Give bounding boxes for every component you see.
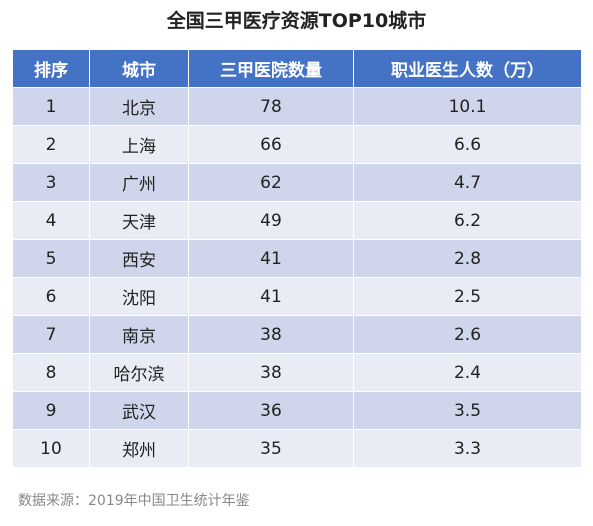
cell-hospital-count: 36 — [188, 391, 354, 430]
cell-rank: 10 — [12, 429, 90, 468]
cell-rank: 1 — [12, 87, 90, 126]
cell-doctor-count: 6.6 — [353, 125, 582, 164]
table-row: 10 郑州 35 3.3 — [12, 429, 582, 468]
cell-hospital-count: 41 — [188, 239, 354, 278]
header-rank: 排序 — [12, 49, 90, 88]
cell-city: 南京 — [89, 315, 189, 354]
cell-doctor-count: 2.4 — [353, 353, 582, 392]
cell-city: 北京 — [89, 87, 189, 126]
table-row: 1 北京 78 10.1 — [12, 87, 582, 126]
cell-rank: 8 — [12, 353, 90, 392]
cell-city: 西安 — [89, 239, 189, 278]
cell-rank: 9 — [12, 391, 90, 430]
cell-rank: 2 — [12, 125, 90, 164]
header-city: 城市 — [89, 49, 189, 88]
table-row: 7 南京 38 2.6 — [12, 315, 582, 354]
cell-rank: 4 — [12, 201, 90, 240]
cell-hospital-count: 66 — [188, 125, 354, 164]
cell-rank: 5 — [12, 239, 90, 278]
cell-doctor-count: 10.1 — [353, 87, 582, 126]
header-doctor-count: 职业医生人数（万） — [353, 49, 582, 88]
table-row: 4 天津 49 6.2 — [12, 201, 582, 240]
cell-rank: 7 — [12, 315, 90, 354]
cell-hospital-count: 62 — [188, 163, 354, 202]
cell-hospital-count: 38 — [188, 315, 354, 354]
table-row: 8 哈尔滨 38 2.4 — [12, 353, 582, 392]
cell-doctor-count: 3.3 — [353, 429, 582, 468]
cell-hospital-count: 38 — [188, 353, 354, 392]
cell-hospital-count: 49 — [188, 201, 354, 240]
table-header-row: 排序 城市 三甲医院数量 职业医生人数（万） — [12, 49, 582, 88]
table-row: 9 武汉 36 3.5 — [12, 391, 582, 430]
hospital-ranking-table: 排序 城市 三甲医院数量 职业医生人数（万） 1 北京 78 10.1 2 上海 66 6.6… — [12, 49, 582, 468]
cell-city: 郑州 — [89, 429, 189, 468]
table-row: 2 上海 66 6.6 — [12, 125, 582, 164]
cell-city: 沈阳 — [89, 277, 189, 316]
cell-city: 天津 — [89, 201, 189, 240]
cell-city: 武汉 — [89, 391, 189, 430]
table-row: 5 西安 41 2.8 — [12, 239, 582, 278]
cell-doctor-count: 6.2 — [353, 201, 582, 240]
cell-rank: 6 — [12, 277, 90, 316]
cell-doctor-count: 2.5 — [353, 277, 582, 316]
table-row: 3 广州 62 4.7 — [12, 163, 582, 202]
cell-doctor-count: 2.6 — [353, 315, 582, 354]
cell-city: 哈尔滨 — [89, 353, 189, 392]
cell-doctor-count: 4.7 — [353, 163, 582, 202]
data-source-note: 数据来源：2019年中国卫生统计年鉴 — [18, 493, 250, 509]
table-title: 全国三甲医疗资源TOP10城市 — [166, 10, 427, 32]
cell-hospital-count: 41 — [188, 277, 354, 316]
header-hospital-count: 三甲医院数量 — [188, 49, 354, 88]
cell-hospital-count: 78 — [188, 87, 354, 126]
table-body: 1 北京 78 10.1 2 上海 66 6.6 3 广州 62 4.7 4 天津 49 6.2 5 西安 41 2.… — [12, 87, 582, 468]
cell-hospital-count: 35 — [188, 429, 354, 468]
cell-city: 上海 — [89, 125, 189, 164]
cell-city: 广州 — [89, 163, 189, 202]
cell-rank: 3 — [12, 163, 90, 202]
table-row: 6 沈阳 41 2.5 — [12, 277, 582, 316]
cell-doctor-count: 3.5 — [353, 391, 582, 430]
cell-doctor-count: 2.8 — [353, 239, 582, 278]
